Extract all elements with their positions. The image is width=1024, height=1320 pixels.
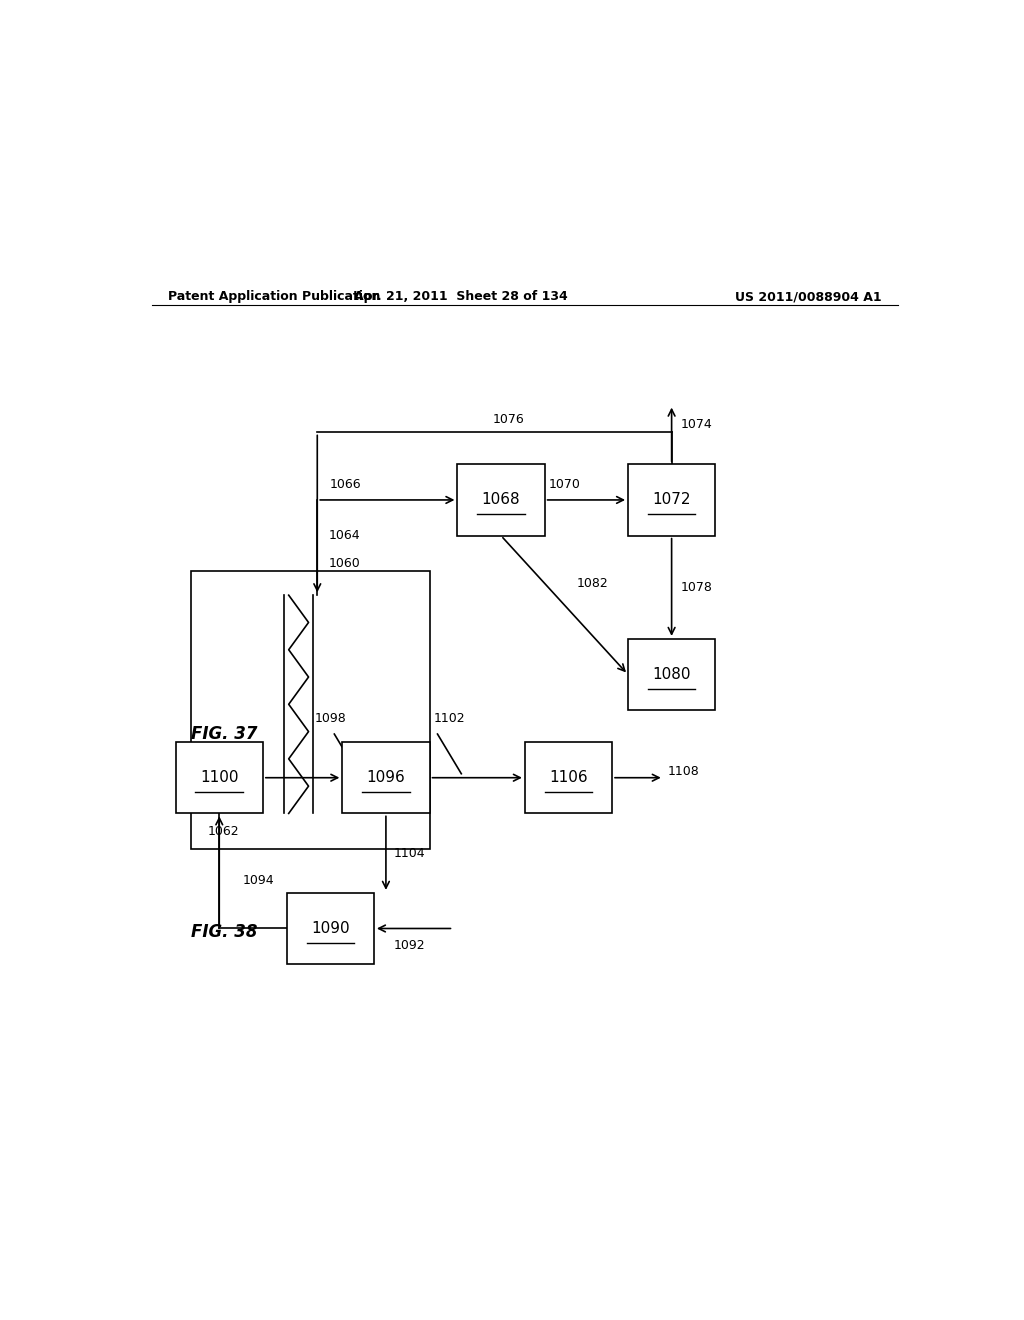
Bar: [628, 465, 716, 536]
Text: 1102: 1102: [433, 711, 465, 725]
Text: 1090: 1090: [311, 921, 349, 936]
Text: Patent Application Publication: Patent Application Publication: [168, 290, 380, 304]
Bar: [191, 572, 430, 849]
Text: 1070: 1070: [549, 478, 581, 491]
Text: 1076: 1076: [494, 413, 525, 426]
Text: 1072: 1072: [652, 492, 691, 507]
Bar: [342, 742, 430, 813]
Text: Apr. 21, 2011  Sheet 28 of 134: Apr. 21, 2011 Sheet 28 of 134: [354, 290, 568, 304]
Text: 1062: 1062: [207, 825, 239, 838]
Text: 1074: 1074: [681, 418, 713, 432]
Text: 1104: 1104: [394, 846, 426, 859]
Text: 1108: 1108: [668, 764, 699, 777]
Text: 1066: 1066: [329, 478, 360, 491]
Text: 1100: 1100: [200, 770, 239, 785]
Bar: [287, 892, 374, 964]
Text: 1078: 1078: [681, 581, 713, 594]
Text: 1082: 1082: [577, 577, 608, 590]
Text: 1080: 1080: [652, 667, 691, 682]
Text: 1064: 1064: [329, 529, 360, 543]
Text: 1068: 1068: [481, 492, 520, 507]
Bar: [458, 465, 545, 536]
Text: 1096: 1096: [367, 770, 406, 785]
Text: US 2011/0088904 A1: US 2011/0088904 A1: [735, 290, 882, 304]
Bar: [524, 742, 612, 813]
Text: 1060: 1060: [329, 557, 360, 570]
Text: 1092: 1092: [394, 940, 426, 953]
Text: FIG. 38: FIG. 38: [191, 924, 258, 941]
Text: 1106: 1106: [549, 770, 588, 785]
Text: FIG. 37: FIG. 37: [191, 725, 258, 743]
Bar: [628, 639, 716, 710]
Text: 1098: 1098: [314, 711, 346, 725]
Bar: [176, 742, 263, 813]
Text: 1094: 1094: [243, 874, 274, 887]
